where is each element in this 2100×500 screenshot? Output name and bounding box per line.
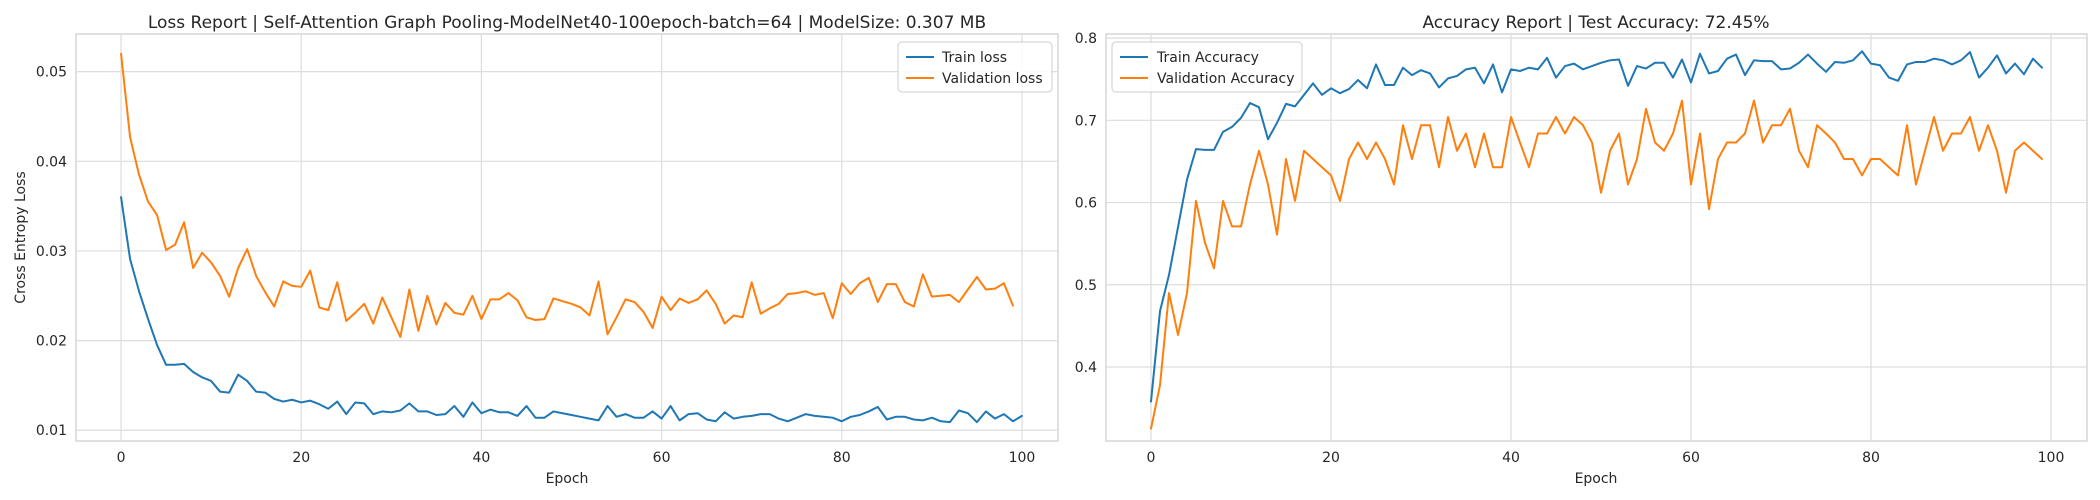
loss-x-tick-label: 20 [292,450,310,466]
loss-legend: Train loss Validation loss [897,41,1053,93]
loss-y-axis-label: Cross Entropy Loss [13,171,29,303]
accuracy-x-tick-label: 40 [1502,450,1520,466]
loss-x-axis-label: Epoch [546,471,589,487]
accuracy-chart-title: Accuracy Report | Test Accuracy: 72.45% [1422,13,1769,33]
accuracy-x-axis-label: Epoch [1575,471,1618,487]
accuracy-x-tick-label: 60 [1682,450,1700,466]
loss-chart: 0 20 40 60 80 100 0.01 0.02 0.03 0.04 0.05 Loss R… [13,13,1059,487]
accuracy-y-tick-label: 0.7 [1075,113,1097,129]
accuracy-y-tick-label: 0.8 [1075,31,1097,47]
accuracy-x-tick-label: 80 [1862,450,1880,466]
accuracy-x-tick-labels: 0 20 40 60 80 100 [1147,450,2065,466]
accuracy-y-tick-label: 0.4 [1075,360,1097,376]
accuracy-plot-area [1105,33,2088,442]
accuracy-legend-label-train: Train Accuracy [1156,50,1259,66]
accuracy-gridlines [1106,34,2087,441]
loss-x-tick-labels: 0 20 40 60 80 100 [117,450,1036,466]
loss-x-tick-label: 100 [1009,450,1036,466]
loss-x-tick-label: 80 [833,450,851,466]
loss-legend-label-train: Train loss [941,50,1007,66]
loss-x-tick-label: 60 [653,450,671,466]
accuracy-y-tick-label: 0.6 [1075,196,1097,212]
loss-x-tick-label: 0 [117,450,126,466]
accuracy-legend-label-validation: Validation Accuracy [1157,71,1295,87]
accuracy-series-lines [1150,50,2043,430]
loss-y-tick-label: 0.01 [36,423,67,439]
loss-y-tick-label: 0.05 [36,65,67,81]
loss-gridlines [76,34,1058,441]
accuracy-y-tick-labels: 0.4 0.5 0.6 0.7 0.8 [1075,31,1097,376]
accuracy-y-tick-label: 0.5 [1075,278,1097,294]
loss-chart-title: Loss Report | Self-Attention Graph Pooli… [148,13,986,33]
accuracy-legend-box [1111,41,1303,93]
accuracy-chart: 0 20 40 60 80 100 0.4 0.5 0.6 0.7 0.8 Accuracy Re… [1075,13,2088,487]
accuracy-series-line-train [1150,50,2043,403]
loss-plot-area [75,33,1059,442]
accuracy-x-tick-label: 0 [1147,450,1156,466]
loss-legend-label-validation: Validation loss [942,71,1043,87]
accuracy-x-tick-label: 20 [1322,450,1340,466]
accuracy-x-tick-label: 100 [2038,450,2065,466]
loss-x-tick-label: 40 [472,450,490,466]
loss-series-lines [120,52,1023,424]
accuracy-series-line-validation [1150,99,2043,430]
loss-y-tick-label: 0.04 [36,154,67,170]
loss-series-line-validation [120,52,1014,339]
loss-y-tick-labels: 0.01 0.02 0.03 0.04 0.05 [36,65,67,440]
loss-y-tick-label: 0.02 [36,334,67,350]
accuracy-legend: Train Accuracy Validation Accuracy [1111,41,1303,93]
loss-series-line-train [120,196,1023,424]
loss-legend-box [897,41,1053,93]
loss-y-tick-label: 0.03 [36,244,67,260]
